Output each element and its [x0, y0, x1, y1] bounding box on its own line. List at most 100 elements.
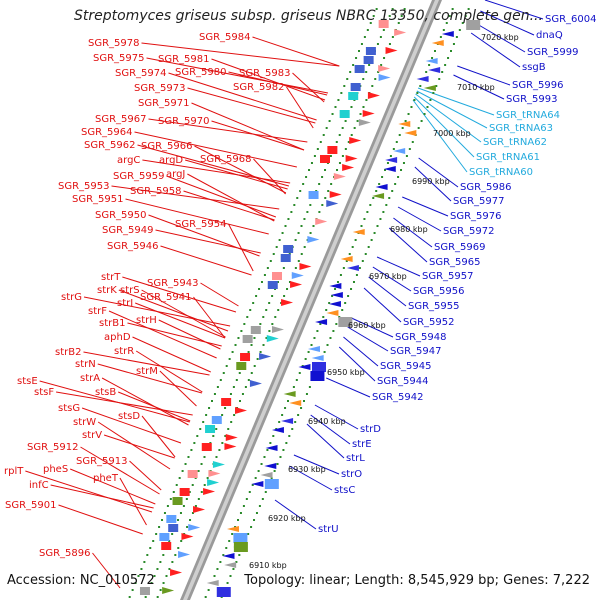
gene-arrow: [329, 191, 342, 198]
gene-label[interactable]: strS: [120, 285, 140, 296]
gene-label[interactable]: rplT: [4, 466, 24, 477]
gene-label[interactable]: SGR_5949: [102, 225, 154, 236]
gene-label[interactable]: SGR_5941: [140, 292, 192, 303]
gene-label[interactable]: strH: [136, 315, 157, 326]
gene-label[interactable]: SGR_5966: [141, 141, 193, 152]
gene-label[interactable]: SGR_5982: [233, 82, 285, 93]
gene-features[interactable]: [139, 20, 481, 597]
gene-label[interactable]: argC: [117, 155, 140, 166]
gene-label[interactable]: SGR_5972: [443, 226, 495, 237]
gene-label[interactable]: SGR_5968: [200, 154, 252, 165]
gene-arrow: [290, 281, 303, 288]
gene-label[interactable]: SGR_5953: [58, 181, 110, 192]
gene-label[interactable]: strE: [352, 439, 372, 450]
tick-dot: [297, 232, 300, 234]
gene-label[interactable]: SGR_5955: [408, 301, 460, 312]
trna-label[interactable]: SGR_tRNA60: [469, 167, 533, 178]
gene-label[interactable]: SGR_5973: [134, 83, 186, 94]
gene-label[interactable]: strI: [117, 298, 133, 309]
gene-label[interactable]: strM: [136, 366, 158, 377]
gene-label[interactable]: strV: [82, 430, 102, 441]
gene-label[interactable]: SGR_5946: [107, 241, 159, 252]
gene-label[interactable]: SGR_5956: [413, 286, 465, 297]
gene-label[interactable]: stsD: [118, 411, 140, 422]
tick-dot: [174, 554, 177, 556]
gene-label[interactable]: strK: [97, 285, 117, 296]
gene-label[interactable]: SGR_5993: [506, 94, 558, 105]
gene-label[interactable]: strU: [318, 524, 339, 535]
gene-label[interactable]: SGR_5975: [93, 53, 145, 64]
trna-label[interactable]: SGR_tRNA63: [489, 123, 553, 134]
gene-label[interactable]: SGR_5962: [84, 140, 136, 151]
gene-label[interactable]: strF: [88, 306, 107, 317]
gene-label[interactable]: SGR_5912: [27, 442, 79, 453]
gene-label[interactable]: SGR_5957: [422, 271, 474, 282]
gene-label[interactable]: SGR_5944: [377, 376, 429, 387]
gene-label[interactable]: SGR_5943: [147, 278, 199, 289]
gene-label[interactable]: strR: [114, 346, 134, 357]
gene-label[interactable]: stsG: [58, 403, 80, 414]
gene-label[interactable]: SGR_5964: [81, 127, 133, 138]
gene-label[interactable]: SGR_5952: [403, 317, 455, 328]
connector-line: [142, 159, 291, 184]
gene-label[interactable]: SGR_5942: [372, 392, 424, 403]
gene-label[interactable]: strB2: [55, 347, 81, 358]
gene-label[interactable]: SGR_5954: [175, 219, 227, 230]
gene-label[interactable]: SGR_5959: [113, 171, 165, 182]
gene-label[interactable]: SGR_5974: [115, 68, 167, 79]
gene-label[interactable]: SGR_5951: [72, 194, 124, 205]
gene-label[interactable]: argJ: [166, 169, 185, 180]
gene-label[interactable]: SGR_5948: [395, 332, 447, 343]
gene-label[interactable]: stsC: [334, 485, 355, 496]
gene-label[interactable]: SGR_5947: [390, 346, 442, 357]
gene-label[interactable]: stsF: [34, 387, 54, 398]
gene-label[interactable]: SGR_5996: [512, 80, 564, 91]
gene-label[interactable]: pheS: [43, 464, 68, 475]
gene-label[interactable]: SGR_5901: [5, 500, 57, 511]
gene-label[interactable]: strN: [75, 359, 96, 370]
gene-label[interactable]: strD: [360, 424, 381, 435]
gene-label[interactable]: SGR_5950: [95, 210, 147, 221]
gene-label[interactable]: SGR_5986: [460, 182, 512, 193]
gene-label[interactable]: SGR_5977: [453, 196, 505, 207]
gene-label[interactable]: SGR_5999: [527, 47, 579, 58]
tick-dot: [374, 78, 377, 80]
connector-line: [453, 74, 505, 100]
gene-label[interactable]: infC: [29, 480, 49, 491]
gene-label[interactable]: SGR_5970: [158, 116, 210, 127]
gene-label[interactable]: pheT: [93, 473, 119, 484]
gene-label[interactable]: SGR_5981: [158, 54, 210, 65]
trna-label[interactable]: SGR_tRNA64: [496, 110, 560, 121]
gene-label[interactable]: argD: [159, 155, 183, 166]
trna-label[interactable]: SGR_tRNA61: [476, 152, 540, 163]
gene-label[interactable]: SGR_5896: [39, 548, 91, 559]
gene-label[interactable]: SGR_6004: [545, 14, 597, 25]
gene-label[interactable]: dnaQ: [536, 30, 563, 41]
gene-label[interactable]: SGR_5967: [95, 114, 147, 125]
gene-label[interactable]: strB1: [99, 318, 125, 329]
trna-label[interactable]: SGR_tRNA62: [483, 137, 547, 148]
gene-label[interactable]: SGR_5969: [434, 242, 486, 253]
gene-label[interactable]: strO: [341, 469, 362, 480]
gene-label[interactable]: ssgB: [522, 62, 546, 73]
gene-label[interactable]: strW: [73, 417, 96, 428]
gene-label[interactable]: strT: [101, 272, 121, 283]
gene-label[interactable]: aphD: [104, 332, 131, 343]
gene-label[interactable]: SGR_5980: [175, 67, 227, 78]
gene-label[interactable]: SGR_5945: [380, 361, 432, 372]
gene-label[interactable]: SGR_5913: [76, 456, 128, 467]
gene-label[interactable]: strG: [61, 292, 82, 303]
gene-label[interactable]: SGR_5984: [199, 32, 251, 43]
gene-label[interactable]: SGR_5958: [130, 186, 182, 197]
gene-label[interactable]: strA: [80, 373, 100, 384]
gene-label[interactable]: SGR_5983: [239, 68, 291, 79]
gene-label[interactable]: strL: [346, 453, 365, 464]
gene-label[interactable]: SGR_5971: [138, 98, 190, 109]
trna-labels: SGR_tRNA64 SGR_tRNA63 SGR_tRNA62 SGR_tRN…: [469, 110, 560, 178]
gene-label[interactable]: stsE: [17, 376, 38, 387]
gene-label[interactable]: stsB: [95, 387, 116, 398]
gene-label[interactable]: SGR_5965: [429, 257, 481, 268]
gene-label[interactable]: SGR_5976: [450, 211, 502, 222]
gene-label[interactable]: SGR_5978: [88, 38, 140, 49]
